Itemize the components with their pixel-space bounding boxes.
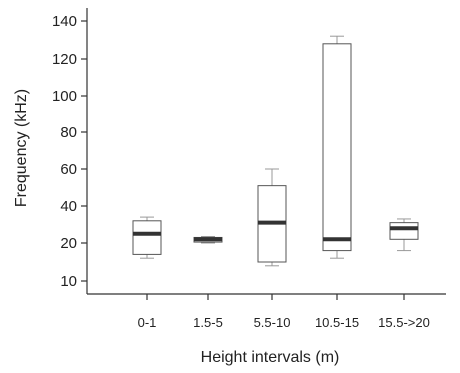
x-ticks: 0-1 1.5-5 5.5-10 10.5-15 15.5->20	[138, 294, 430, 330]
box-iqr	[322, 43, 352, 252]
x-tick-label: 5.5-10	[254, 315, 291, 330]
box-1.5-5	[193, 236, 223, 244]
y-tick-label: 10	[60, 273, 77, 290]
box-15.5->20	[389, 218, 419, 252]
x-tick-label: 10.5-15	[315, 315, 359, 330]
y-tick-label: 60	[60, 161, 77, 178]
y-tick-label: 40	[60, 198, 77, 215]
box-iqr	[132, 220, 162, 255]
x-tick-label: 0-1	[138, 315, 157, 330]
box-iqr	[389, 222, 419, 240]
y-tick-label: 20	[60, 235, 77, 252]
y-tick-label: 140	[52, 13, 77, 30]
y-axis-title: Frequency (kHz)	[13, 89, 30, 207]
box-5.5-10	[257, 168, 287, 267]
x-axis-title: Height intervals (m)	[201, 349, 340, 366]
y-tick-label: 120	[52, 51, 77, 68]
box-0-1	[132, 216, 162, 259]
x-tick-label: 15.5->20	[378, 315, 430, 330]
box-10.5-15	[322, 35, 352, 259]
boxes	[132, 35, 419, 267]
y-ticks: 10 20 40 60 80 100 120 140	[52, 13, 87, 290]
y-tick-label: 80	[60, 124, 77, 141]
x-tick-label: 1.5-5	[193, 315, 223, 330]
y-tick-label: 100	[52, 88, 77, 105]
